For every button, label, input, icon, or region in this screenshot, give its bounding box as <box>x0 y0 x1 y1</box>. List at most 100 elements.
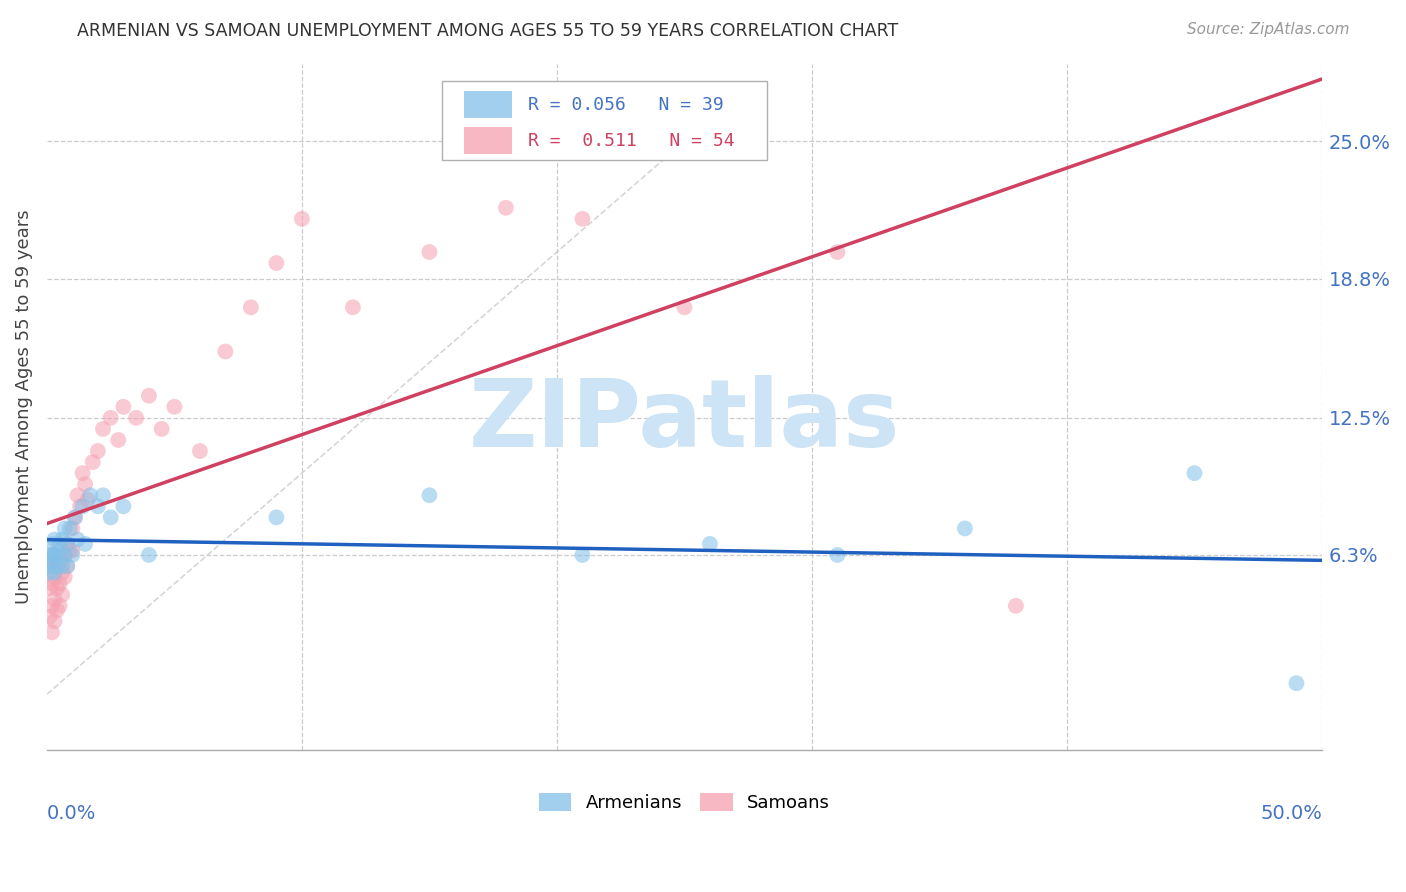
Point <box>41 599 63 613</box>
Point <box>1005 599 1028 613</box>
Point <box>291 211 314 226</box>
Point <box>59 521 82 535</box>
Point <box>699 537 721 551</box>
Point <box>69 500 91 514</box>
FancyBboxPatch shape <box>464 91 512 119</box>
Point <box>827 245 849 260</box>
Point <box>46 559 69 574</box>
Point <box>51 533 73 547</box>
Point <box>107 433 129 447</box>
Point <box>53 548 76 562</box>
Point <box>495 201 517 215</box>
Point <box>44 566 66 580</box>
Point <box>138 389 160 403</box>
Point <box>150 422 173 436</box>
Point <box>1184 466 1206 480</box>
Point <box>51 566 73 580</box>
Point <box>38 610 60 624</box>
Text: Source: ZipAtlas.com: Source: ZipAtlas.com <box>1187 22 1350 37</box>
Point <box>75 477 97 491</box>
Point <box>44 615 66 629</box>
FancyBboxPatch shape <box>441 81 768 160</box>
Point <box>60 543 83 558</box>
Point <box>56 537 79 551</box>
Text: 50.0%: 50.0% <box>1260 805 1322 823</box>
Point <box>53 548 76 562</box>
FancyBboxPatch shape <box>464 127 512 154</box>
Text: 0.0%: 0.0% <box>46 805 96 823</box>
Point <box>673 300 696 314</box>
Y-axis label: Unemployment Among Ages 55 to 59 years: Unemployment Among Ages 55 to 59 years <box>15 210 32 604</box>
Point <box>38 559 60 574</box>
Point <box>44 548 66 562</box>
Point <box>76 492 98 507</box>
Point <box>1285 676 1308 690</box>
Point <box>56 559 79 574</box>
Point <box>100 410 122 425</box>
Point <box>66 533 89 547</box>
Point <box>266 256 288 270</box>
Point <box>60 548 83 562</box>
Point <box>75 537 97 551</box>
Point <box>56 537 79 551</box>
Point <box>41 555 63 569</box>
Point <box>38 581 60 595</box>
Point <box>51 559 73 574</box>
Point <box>163 400 186 414</box>
Point <box>60 521 83 535</box>
Point <box>56 559 79 574</box>
Point <box>46 603 69 617</box>
Point <box>87 500 110 514</box>
Point <box>41 555 63 569</box>
Point <box>91 422 114 436</box>
Point <box>571 548 593 562</box>
Point <box>188 444 211 458</box>
Point <box>79 488 101 502</box>
Point <box>46 581 69 595</box>
Point <box>66 488 89 502</box>
Point <box>41 625 63 640</box>
Point <box>41 548 63 562</box>
Point <box>82 455 104 469</box>
Point <box>53 570 76 584</box>
Point <box>138 548 160 562</box>
Point <box>214 344 236 359</box>
Point <box>239 300 262 314</box>
Point <box>41 559 63 574</box>
Point <box>418 245 440 260</box>
Point <box>953 521 976 535</box>
Point <box>44 592 66 607</box>
Point <box>63 510 86 524</box>
Point <box>53 521 76 535</box>
Point <box>44 548 66 562</box>
Point <box>342 300 364 314</box>
Point <box>266 510 288 524</box>
Point <box>100 510 122 524</box>
Point <box>46 559 69 574</box>
Text: ARMENIAN VS SAMOAN UNEMPLOYMENT AMONG AGES 55 TO 59 YEARS CORRELATION CHART: ARMENIAN VS SAMOAN UNEMPLOYMENT AMONG AG… <box>77 22 898 40</box>
Point <box>38 548 60 562</box>
Point <box>87 444 110 458</box>
Point <box>48 537 70 551</box>
Point <box>91 488 114 502</box>
Point <box>46 548 69 562</box>
Point <box>63 510 86 524</box>
Point <box>48 576 70 591</box>
Point <box>571 211 593 226</box>
Text: R = 0.056   N = 39: R = 0.056 N = 39 <box>527 95 723 114</box>
Point <box>48 599 70 613</box>
Point <box>59 543 82 558</box>
Point <box>44 533 66 547</box>
Point <box>418 488 440 502</box>
Point <box>44 570 66 584</box>
Text: R =  0.511   N = 54: R = 0.511 N = 54 <box>527 132 734 150</box>
Point <box>827 548 849 562</box>
Legend: Armenians, Samoans: Armenians, Samoans <box>531 786 838 820</box>
Point <box>48 548 70 562</box>
Point <box>48 555 70 569</box>
Point <box>112 400 135 414</box>
Text: ZIPatlas: ZIPatlas <box>468 375 900 467</box>
Point <box>72 500 94 514</box>
Point <box>41 537 63 551</box>
Point <box>38 566 60 580</box>
